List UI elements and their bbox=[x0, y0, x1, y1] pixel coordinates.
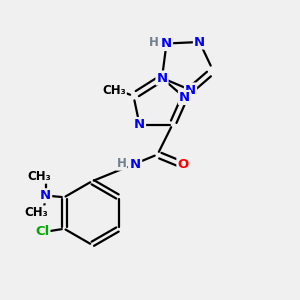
Text: N: N bbox=[134, 118, 145, 131]
Text: Cl: Cl bbox=[35, 225, 50, 238]
Text: N: N bbox=[161, 37, 172, 50]
Text: CH₃: CH₃ bbox=[28, 170, 52, 183]
Text: N: N bbox=[185, 83, 196, 97]
Text: CH₃: CH₃ bbox=[102, 83, 126, 97]
Text: N: N bbox=[40, 189, 51, 202]
Text: N: N bbox=[179, 91, 190, 104]
Text: N: N bbox=[194, 35, 205, 49]
Text: O: O bbox=[177, 158, 189, 172]
Text: N: N bbox=[156, 71, 168, 85]
Text: H: H bbox=[117, 157, 126, 170]
Text: N: N bbox=[130, 158, 141, 172]
Text: CH₃: CH₃ bbox=[25, 206, 49, 219]
Text: H: H bbox=[149, 36, 159, 50]
